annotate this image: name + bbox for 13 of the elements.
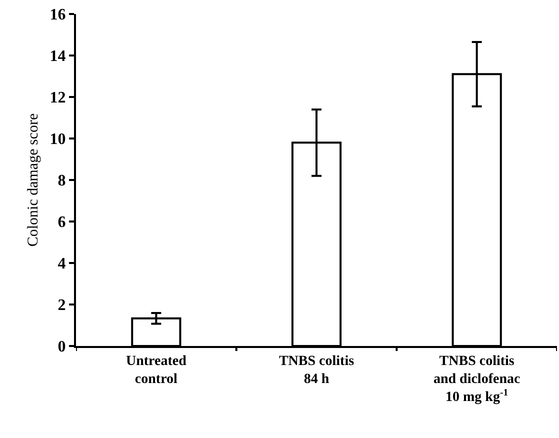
x-tick-label: TNBS colitis and diclofenac 10 mg kg$^{-1}$ (433, 354, 520, 406)
y-axis-title: Colonic damage score (26, 113, 42, 247)
y-tick-label: 4 (58, 256, 66, 273)
y-tick-label: 6 (58, 214, 66, 232)
y-tick-label: 14 (50, 48, 66, 66)
y-tick-label: 12 (50, 90, 66, 107)
x-tick-label: TNBS colitis 84 h (278, 354, 355, 387)
y-tick-label: 16 (50, 6, 66, 24)
y-tick-label: 8 (58, 172, 66, 190)
y-tick-label: 2 (58, 297, 66, 314)
x-tick-label: Untreated control (126, 354, 187, 387)
y-tick-label: 10 (50, 131, 66, 148)
y-tick-label: 0 (58, 338, 66, 356)
